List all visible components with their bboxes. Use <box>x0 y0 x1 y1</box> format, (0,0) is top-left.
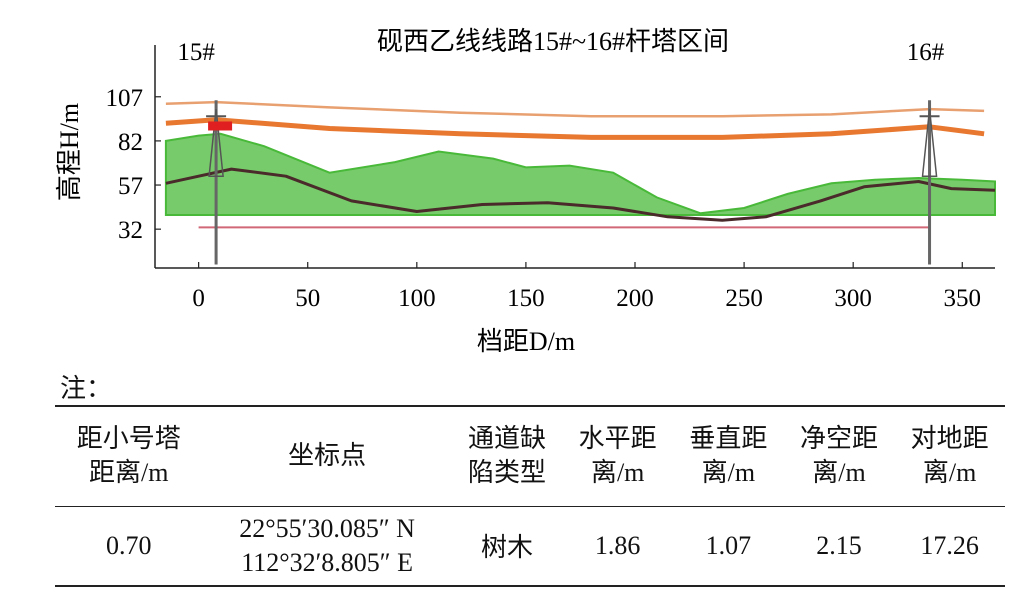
x-tick-label: 250 <box>725 285 763 312</box>
header-line: 陷类型 <box>468 458 547 488</box>
horizontal-distance-cell: 1.86 <box>594 530 641 560</box>
x-tick-label: 50 <box>295 285 320 312</box>
upper-conductor-line <box>165 100 985 118</box>
header-line: 离/m <box>701 458 756 488</box>
vegetation-area <box>164 132 996 216</box>
y-tick-label: 107 <box>106 85 144 112</box>
table-header-cell: 对地距离/m <box>894 406 1005 506</box>
header-line: 对地距 <box>910 424 989 454</box>
table-header-cell: 水平距离/m <box>562 406 673 506</box>
tower-frame <box>208 109 224 177</box>
header-line: 离/m <box>812 458 866 488</box>
ground-profile-line <box>165 167 996 222</box>
x-tick-label: 300 <box>834 285 872 312</box>
chart-title: 砚西乙线线路15#~16#杆塔区间 <box>377 27 729 56</box>
table-header-cell: 垂直距离/m <box>673 406 784 506</box>
table-header-row: 距小号塔 距离/m 坐标点 通道缺 陷类型 水平距 离/m 垂直距 离/m 净空距 离/m 对地距 离/… <box>55 406 1005 506</box>
header-line: 水平距 <box>578 424 657 454</box>
latitude-value: 22°55′30.085″ N <box>239 513 415 543</box>
tower-frame <box>921 109 938 177</box>
x-tick-label: 0 <box>192 285 205 312</box>
note-label: 注： <box>60 374 113 403</box>
header-line: 坐标点 <box>288 441 367 471</box>
y-tick-label: 57 <box>118 173 143 200</box>
longitude-value: 112°32′8.805″ E <box>241 547 414 577</box>
y-tick-label: 32 <box>118 217 143 244</box>
distance-cell: 0.70 <box>106 530 152 560</box>
table-header-cell: 坐标点 <box>203 406 452 506</box>
coordinate-cell: 22°55′30.085″ N 112°32′8.805″ E <box>203 506 452 586</box>
clearance-table: 距小号塔 距离/m 坐标点 通道缺 陷类型 水平距 离/m 垂直距 离/m 净空距 离/m 对地距 离/… <box>55 405 1005 587</box>
x-tick-label: 150 <box>507 285 545 312</box>
x-tick-label: 200 <box>616 285 654 312</box>
y-axis-label: 高程H/m <box>55 103 84 201</box>
defect-marker <box>208 121 233 131</box>
defect-type-cell: 树木 <box>481 533 534 563</box>
x-tick-label: 100 <box>398 285 436 312</box>
header-line: 离/m <box>590 458 645 488</box>
header-line: 垂直距 <box>689 424 768 454</box>
tower-label: 16# <box>907 39 945 66</box>
header-line: 通道缺 <box>468 424 547 454</box>
header-line: 离/m <box>922 458 977 488</box>
table-header-cell: 距小号塔距离/m <box>55 406 203 506</box>
clearance-distance-cell: 2.15 <box>816 530 862 560</box>
lower-conductor-line <box>165 117 985 140</box>
header-line: 距离/m <box>89 458 169 488</box>
header-line: 距小号塔 <box>76 424 181 454</box>
y-tick-label: 82 <box>118 129 143 156</box>
ground-distance-cell: 17.26 <box>920 530 979 560</box>
table-header-cell: 通道缺 陷类型 <box>452 406 563 506</box>
vertical-distance-cell: 1.07 <box>705 530 752 560</box>
header-line: 净空距 <box>799 424 878 454</box>
tower-label: 15# <box>177 39 215 66</box>
x-axis-label: 档距D/m <box>477 327 575 356</box>
table-header-cell: 净空距离/m <box>784 406 895 506</box>
x-tick-label: 350 <box>944 285 982 312</box>
table-row: 0.70 22°55′30.085″ N 112°32′8.805″ E 树木 … <box>55 506 1005 586</box>
profile-chart: 砚西乙线线路15#~16#杆塔区间 15# 16# 0 50 100 150 200 250… <box>55 27 996 356</box>
